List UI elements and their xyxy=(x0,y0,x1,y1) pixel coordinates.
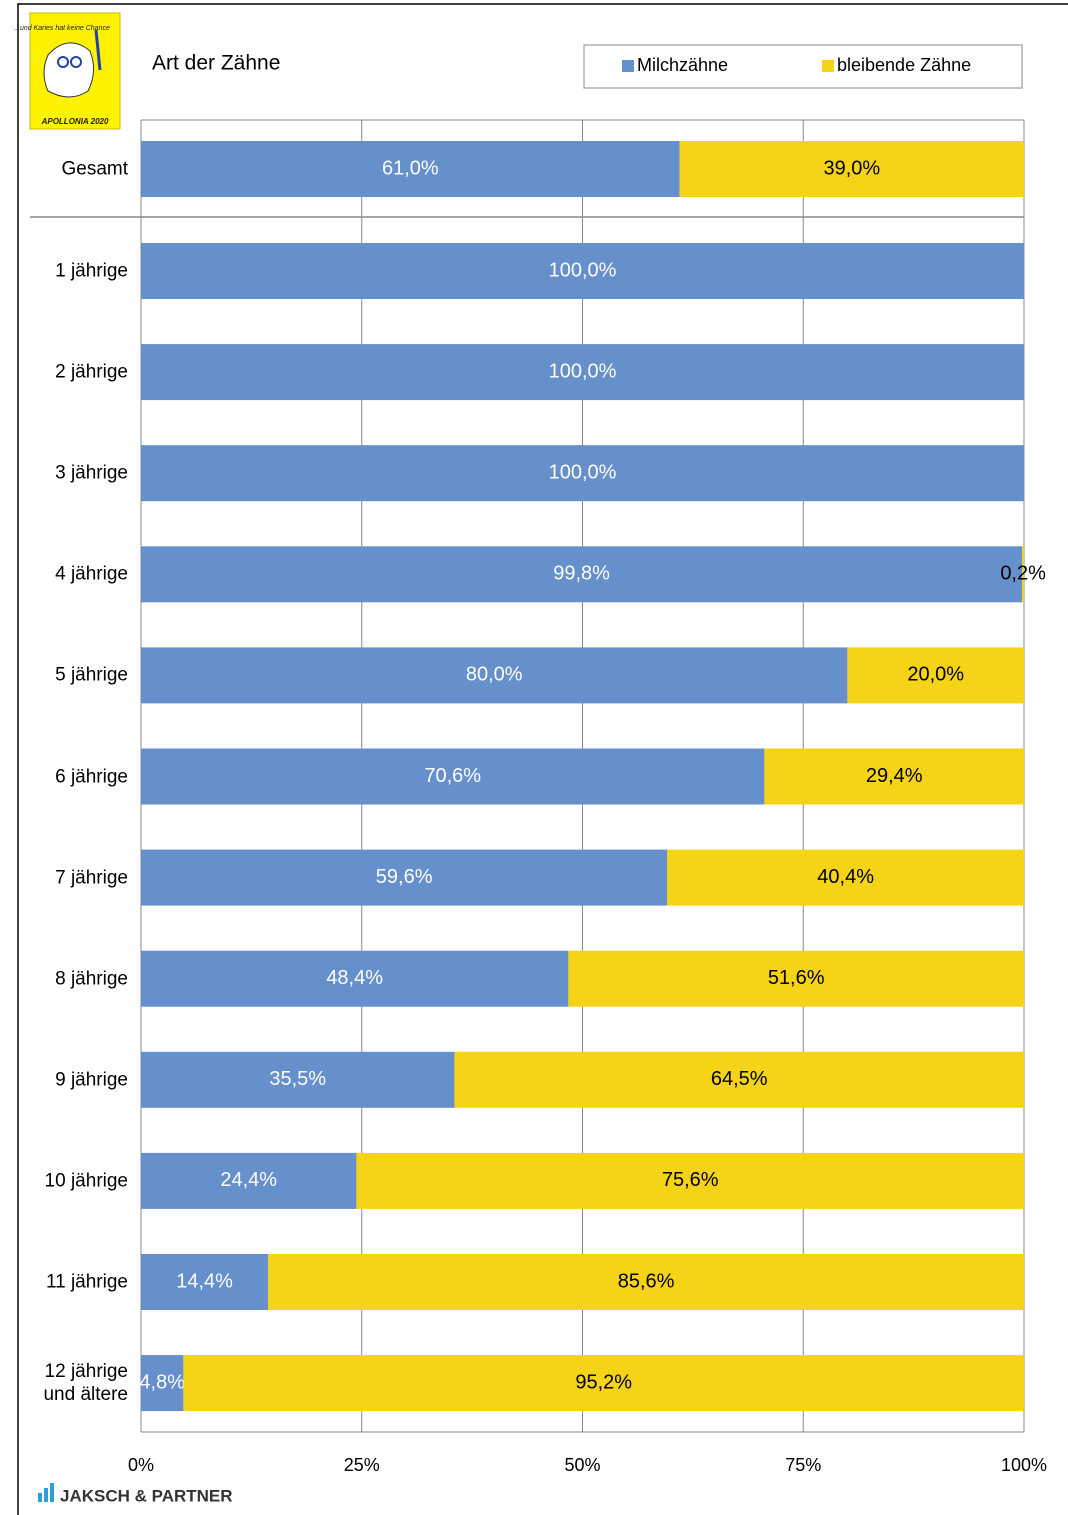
data-label: 51,6% xyxy=(768,967,825,989)
data-label: 20,0% xyxy=(907,664,964,686)
y-tick-label: 7 jährige xyxy=(55,867,128,889)
x-tick-label: 75% xyxy=(785,1455,821,1475)
y-tick-label: 12 jährige und ältere xyxy=(43,1361,128,1406)
data-label: 4,8% xyxy=(139,1371,185,1393)
data-label: 64,5% xyxy=(711,1068,768,1090)
legend-swatch xyxy=(822,60,834,72)
x-tick-label: 0% xyxy=(128,1455,154,1475)
y-tick-label: 2 jährige xyxy=(55,361,128,383)
data-label: 75,6% xyxy=(662,1169,719,1191)
y-tick-label: 3 jährige xyxy=(55,462,128,484)
data-label: 29,4% xyxy=(866,765,923,787)
data-label: 35,5% xyxy=(269,1068,326,1090)
badge-eye xyxy=(70,56,82,68)
data-label: 59,6% xyxy=(376,866,433,888)
bar-segment xyxy=(1022,546,1024,603)
data-label: 95,2% xyxy=(575,1371,632,1393)
legend-swatch xyxy=(622,60,634,72)
y-tick-label: 4 jährige xyxy=(55,563,128,585)
data-label: 40,4% xyxy=(817,866,874,888)
badge-tooth xyxy=(43,42,94,98)
data-label: 39,0% xyxy=(823,157,880,179)
bar-segment xyxy=(141,344,1024,401)
bar-segment xyxy=(141,1355,184,1412)
data-label: 48,4% xyxy=(326,967,383,989)
bar-segment xyxy=(679,141,1024,197)
y-tick-label: 5 jährige xyxy=(55,664,128,686)
bar-segment xyxy=(356,1152,1024,1209)
footer-text: JAKSCH & PARTNER xyxy=(60,1486,233,1505)
logo-bar xyxy=(38,1493,42,1502)
bar-segment xyxy=(268,1254,1025,1310)
y-tick-label: 8 jährige xyxy=(55,968,128,990)
badge-year: APOLLONIA 2020 xyxy=(41,117,109,126)
badge-logo: ...und Karies hat keine Chance APOLLONIA… xyxy=(14,12,121,130)
bar-segment xyxy=(141,1152,357,1209)
bar-segment xyxy=(847,647,1024,704)
legend-label: Milchzähne xyxy=(637,55,728,75)
data-label: 85,6% xyxy=(618,1270,675,1292)
bar-segment xyxy=(764,748,1024,805)
legend-label: bleibende Zähne xyxy=(837,55,971,75)
data-label: 99,8% xyxy=(553,563,610,585)
chart-title: Art der Zähne xyxy=(152,52,280,75)
bar-segment xyxy=(141,445,1024,502)
bar-segment xyxy=(141,546,1023,603)
logo-bar xyxy=(50,1483,54,1502)
bar-segment xyxy=(141,141,680,197)
data-label: 61,0% xyxy=(382,157,439,179)
y-tick-label: 1 jährige xyxy=(55,260,128,282)
bar-segment xyxy=(141,1051,455,1108)
bar-segment xyxy=(141,950,569,1007)
legend-box xyxy=(583,44,1023,89)
data-label: 100,0% xyxy=(549,360,617,382)
bar-segment xyxy=(141,243,1024,299)
bar-segment xyxy=(141,748,765,805)
x-tick-label: 100% xyxy=(1001,1455,1047,1475)
bar-segment xyxy=(667,849,1024,906)
data-label: 80,0% xyxy=(466,664,523,686)
y-tick-label: 11 jährige xyxy=(45,1271,128,1293)
bar-segment xyxy=(454,1051,1025,1108)
data-label: 100,0% xyxy=(549,461,617,483)
bar-segment xyxy=(568,950,1024,1007)
y-tick-label: Gesamt xyxy=(61,158,128,180)
data-label: 0,2% xyxy=(1000,563,1046,585)
bar-segment xyxy=(141,849,668,906)
badge-eye xyxy=(57,56,69,68)
logo-bar xyxy=(44,1488,48,1502)
frame xyxy=(17,3,1068,1515)
footer-logo: JAKSCH & PARTNER xyxy=(38,1483,233,1505)
badge-text: ...und Karies hat keine Chance xyxy=(14,25,110,32)
data-label: 24,4% xyxy=(220,1169,277,1191)
data-label: 100,0% xyxy=(549,259,617,281)
data-label: 70,6% xyxy=(424,765,481,787)
data-label: 14,4% xyxy=(176,1270,233,1292)
bar-segment xyxy=(183,1355,1024,1412)
x-tick-label: 50% xyxy=(564,1455,600,1475)
bar-segment xyxy=(141,1254,269,1310)
y-tick-label: 10 jährige xyxy=(44,1170,128,1192)
badge-brush xyxy=(94,29,102,71)
y-tick-label: 9 jährige xyxy=(55,1069,128,1091)
x-tick-label: 25% xyxy=(344,1455,380,1475)
y-tick-label: 6 jährige xyxy=(55,766,128,787)
bar-segment xyxy=(141,647,848,704)
